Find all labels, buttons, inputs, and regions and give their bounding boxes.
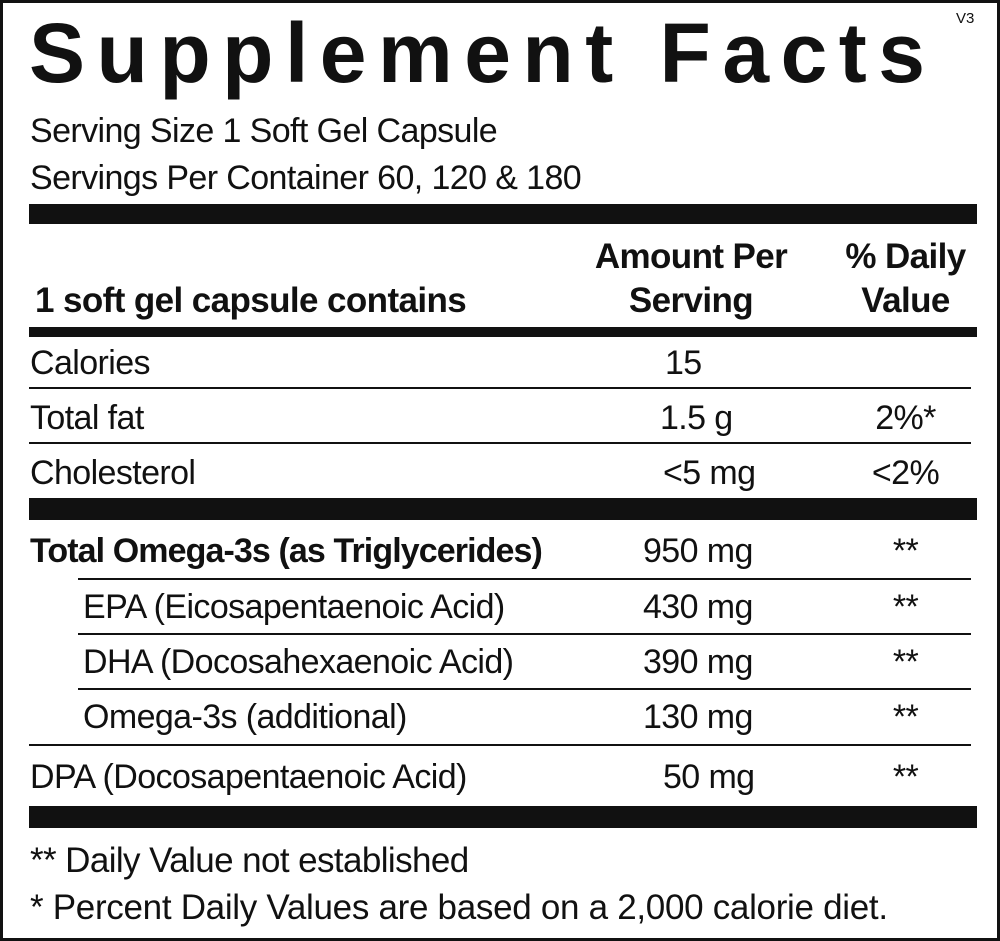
version: V3 [956,10,975,27]
row-name: Calories [30,344,151,382]
column-header: % Daily Value [845,237,966,320]
serving-size: Serving Size 1 Soft Gel Capsule [30,112,498,150]
title: Supplement Facts [29,6,937,100]
row-amount: 130 mg [643,698,753,736]
column-header: 1 soft gel capsule contains [35,281,467,320]
row-rule [78,633,971,635]
row-name: Omega-3s (additional) [83,698,407,736]
row-amount: 390 mg [643,643,753,681]
column-header: Amount Per Serving [594,237,788,320]
row-name: Total Omega-3s (as Triglycerides) [30,532,543,570]
row-name: Cholesterol [30,454,196,492]
footnote: ** Daily Value not established [30,841,469,880]
row-amount: <5 mg [663,454,756,492]
thick-bar [29,806,977,828]
row-daily-value: ** [892,532,919,570]
row-name: Total fat [30,399,144,437]
thick-bar [29,498,977,520]
medium-bar [29,327,977,337]
row-name: DPA (Docosapentaenoic Acid) [30,758,467,796]
row-rule [29,744,971,746]
row-daily-value: ** [892,588,919,626]
row-rule [78,578,971,580]
row-amount: 15 [665,344,702,382]
row-name: DHA (Docosahexaenoic Acid) [83,643,514,681]
thick-bar [29,204,977,224]
row-amount: 430 mg [643,588,753,626]
row-amount: 50 mg [663,758,755,796]
row-amount: 950 mg [643,532,753,570]
row-rule [29,387,971,389]
row-daily-value: ** [892,698,919,736]
row-rule [78,688,971,690]
row-name: EPA (Eicosapentaenoic Acid) [83,588,505,626]
row-daily-value: ** [892,643,919,681]
footnote: * Percent Daily Values are based on a 2,… [30,888,888,927]
row-daily-value: 2%* [875,399,936,437]
row-amount: 1.5 g [660,399,733,437]
row-daily-value: ** [892,758,919,796]
row-daily-value: <2% [871,454,940,492]
servings-per-container: Servings Per Container 60, 120 & 180 [30,159,582,197]
row-rule [29,442,971,444]
